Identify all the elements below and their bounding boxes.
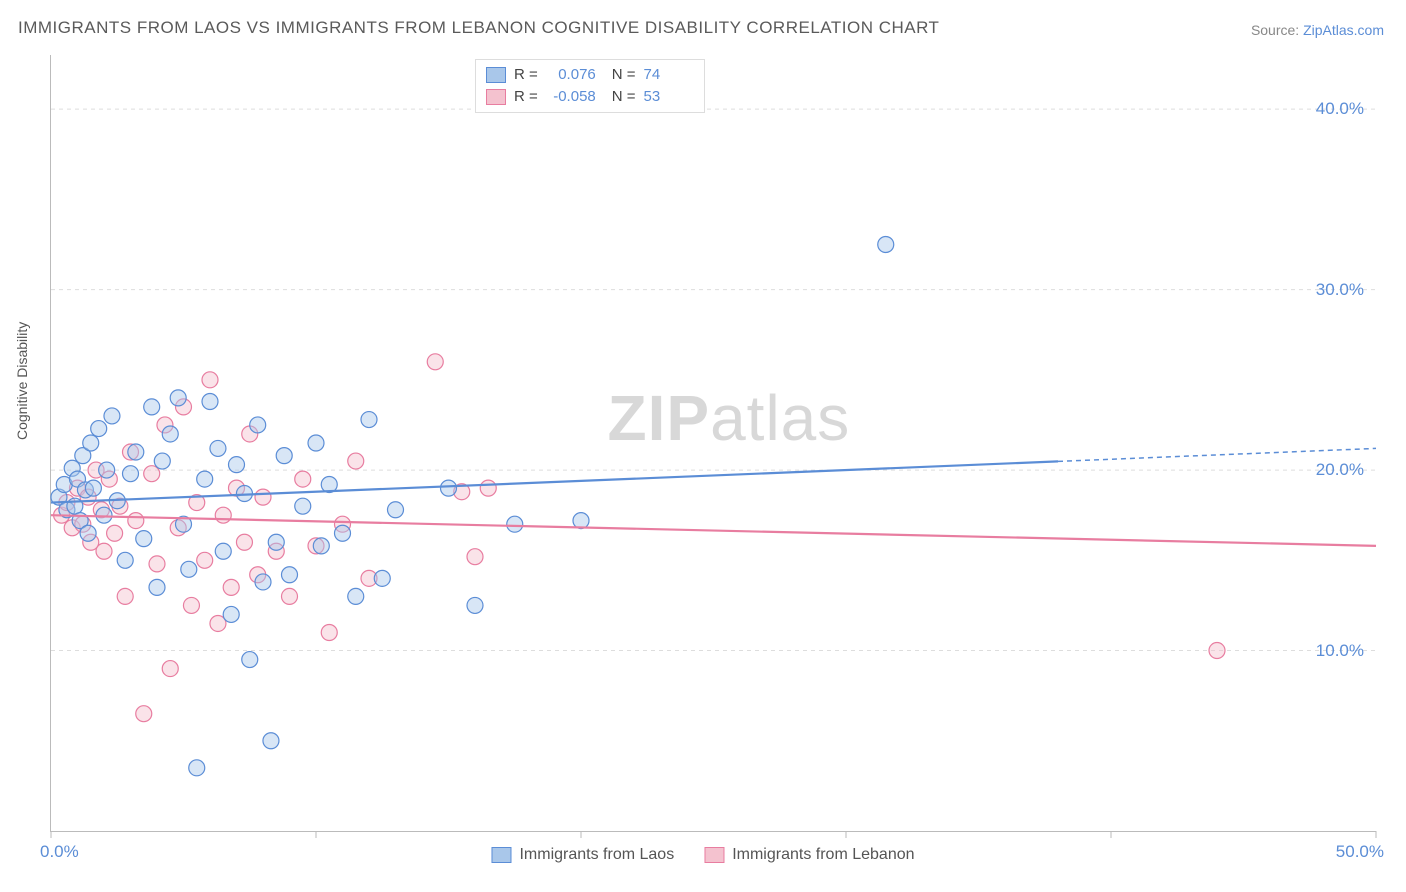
- series-legend: Immigrants from Laos Immigrants from Leb…: [491, 846, 914, 864]
- legend-item-laos: Immigrants from Laos: [491, 846, 674, 864]
- stats-legend: R = 0.076 N = 74 R = -0.058 N = 53: [475, 59, 705, 113]
- stats-row-laos: R = 0.076 N = 74: [486, 64, 694, 86]
- r-label: R =: [514, 64, 538, 86]
- source-attribution: Source: ZipAtlas.com: [1251, 22, 1384, 38]
- ytick-label: 10.0%: [1316, 641, 1364, 661]
- n-label: N =: [612, 86, 636, 108]
- r-value-laos: 0.076: [546, 64, 596, 86]
- stats-row-lebanon: R = -0.058 N = 53: [486, 86, 694, 108]
- chart-container: IMMIGRANTS FROM LAOS VS IMMIGRANTS FROM …: [0, 0, 1406, 892]
- plot-area: ZIPatlas R = 0.076 N = 74 R = -0.058 N =…: [50, 55, 1376, 832]
- legend-swatch-laos: [491, 847, 511, 863]
- xtick-label-max: 50.0%: [1336, 842, 1384, 862]
- swatch-laos: [486, 67, 506, 83]
- xtick-label-min: 0.0%: [40, 842, 79, 862]
- y-axis-label: Cognitive Disability: [14, 322, 30, 440]
- source-link[interactable]: ZipAtlas.com: [1303, 22, 1384, 38]
- r-label: R =: [514, 86, 538, 108]
- ytick-label: 30.0%: [1316, 280, 1364, 300]
- source-prefix: Source:: [1251, 22, 1303, 38]
- legend-label-laos: Immigrants from Laos: [519, 846, 674, 864]
- ytick-label: 20.0%: [1316, 460, 1364, 480]
- n-value-lebanon: 53: [644, 86, 694, 108]
- r-value-lebanon: -0.058: [546, 86, 596, 108]
- legend-label-lebanon: Immigrants from Lebanon: [732, 846, 914, 864]
- legend-item-lebanon: Immigrants from Lebanon: [704, 846, 914, 864]
- n-label: N =: [612, 64, 636, 86]
- swatch-lebanon: [486, 89, 506, 105]
- chart-title: IMMIGRANTS FROM LAOS VS IMMIGRANTS FROM …: [18, 18, 939, 38]
- ytick-label: 40.0%: [1316, 99, 1364, 119]
- legend-swatch-lebanon: [704, 847, 724, 863]
- n-value-laos: 74: [644, 64, 694, 86]
- plot-svg: [51, 55, 1376, 831]
